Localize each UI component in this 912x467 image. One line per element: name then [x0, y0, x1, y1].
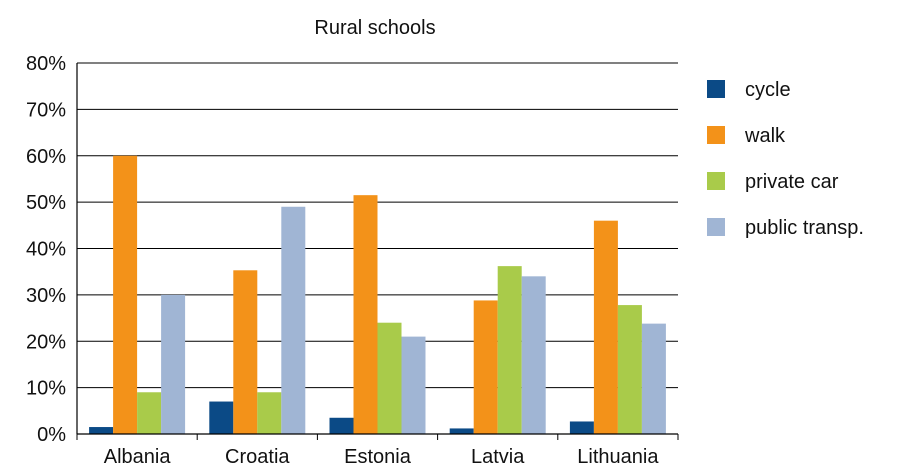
legend-label: private car: [745, 171, 839, 193]
chart-title: Rural schools: [314, 17, 435, 39]
bar-public-transp-: [641, 323, 666, 434]
bar-private-car: [377, 322, 402, 434]
bar-cycle: [569, 421, 594, 434]
y-tick-label: 0%: [37, 424, 66, 446]
y-tick-label: 70%: [26, 99, 66, 121]
x-tick-label: Croatia: [225, 446, 290, 467]
x-tick-label: Estonia: [344, 446, 412, 467]
x-tick-labels: Albania Croatia Estonia Latvia Lithuania: [104, 446, 660, 467]
x-tick-label: Lithuania: [577, 446, 659, 467]
bar-public-transp-: [401, 336, 426, 434]
axes: [76, 63, 679, 440]
legend-swatch: [707, 80, 725, 98]
bar-private-car: [497, 266, 522, 434]
bar-cycle: [209, 401, 234, 434]
bar-cycle: [449, 428, 474, 434]
bars: [89, 155, 666, 434]
bar-public-transp-: [521, 276, 546, 434]
y-tick-label: 50%: [26, 192, 66, 214]
bar-private-car: [617, 305, 642, 434]
legend-swatch: [707, 218, 725, 236]
y-tick-label: 80%: [26, 53, 66, 75]
legend: cycle walk private car public transp.: [707, 79, 864, 239]
bar-walk: [473, 300, 498, 434]
bar-walk: [593, 220, 618, 434]
bar-public-transp-: [281, 206, 306, 434]
legend-swatch: [707, 172, 725, 190]
y-tick-label: 30%: [26, 285, 66, 307]
bar-private-car: [137, 392, 162, 434]
bar-walk: [353, 195, 378, 434]
x-tick-label: Latvia: [471, 446, 525, 467]
bar-cycle: [329, 417, 354, 434]
bar-public-transp-: [161, 294, 186, 434]
bar-cycle: [89, 427, 114, 434]
legend-label: walk: [744, 125, 786, 147]
legend-label: public transp.: [745, 217, 864, 239]
x-tick-label: Albania: [104, 446, 172, 467]
y-tick-label: 20%: [26, 331, 66, 353]
y-tick-label: 10%: [26, 378, 66, 400]
bar-private-car: [257, 392, 282, 434]
bar-walk: [113, 155, 138, 434]
bar-walk: [233, 270, 258, 434]
legend-label: cycle: [745, 79, 791, 101]
legend-swatch: [707, 126, 725, 144]
y-tick-label: 60%: [26, 146, 66, 168]
y-tick-label: 40%: [26, 239, 66, 261]
y-tick-labels: 0% 10% 20% 30% 40% 50% 60% 70% 80%: [26, 53, 66, 446]
